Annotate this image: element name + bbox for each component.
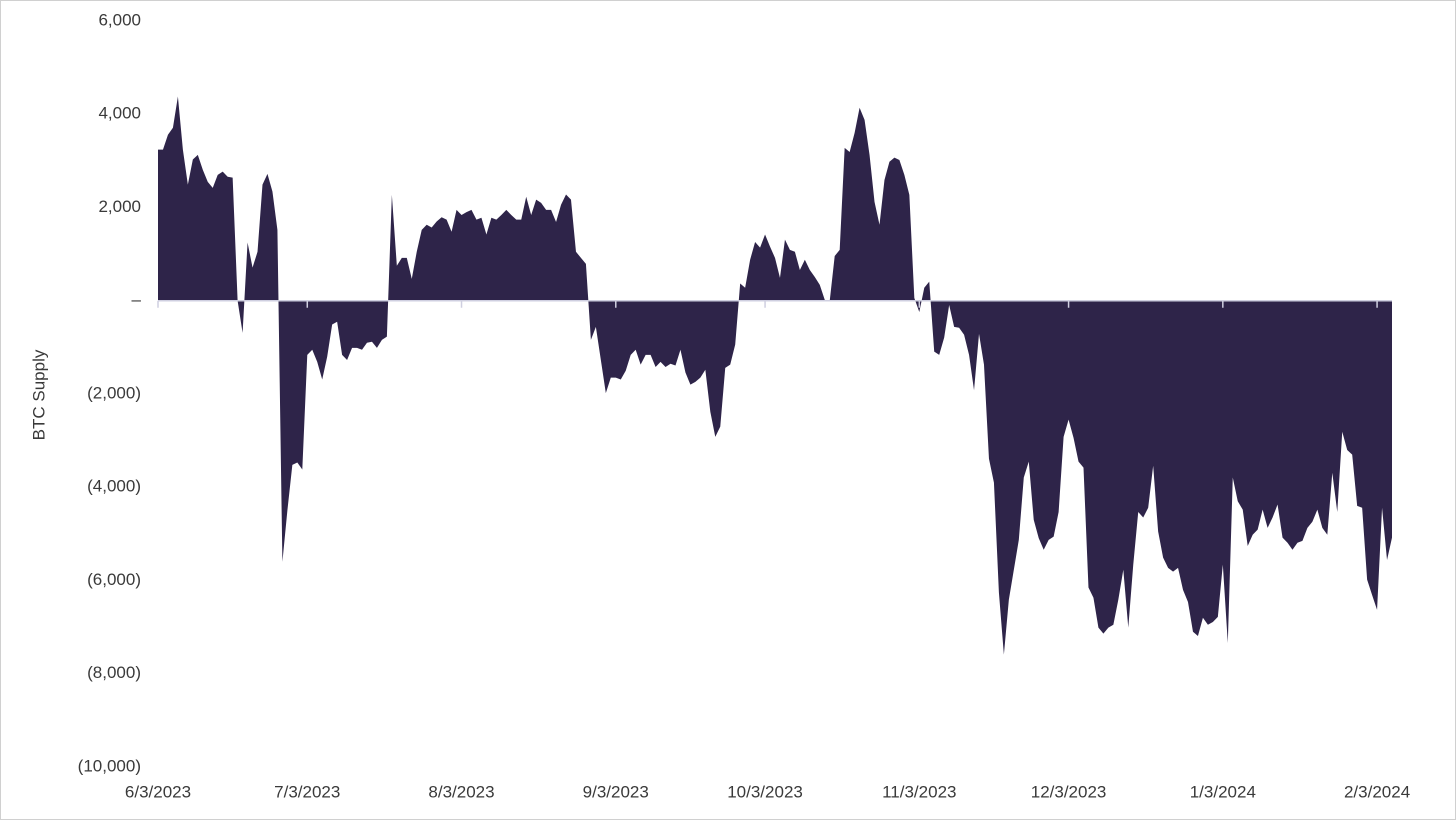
y-tick-label: – <box>132 290 142 309</box>
y-tick-label: 6,000 <box>98 10 141 29</box>
y-tick-label: (2,000) <box>87 383 141 402</box>
x-tick-label: 2/3/2024 <box>1344 782 1410 801</box>
x-tick-label: 8/3/2023 <box>428 782 494 801</box>
y-axis-label: BTC Supply <box>29 349 48 440</box>
y-tick-label: 4,000 <box>98 104 141 123</box>
x-tick-label: 10/3/2023 <box>727 782 803 801</box>
x-tick-label: 11/3/2023 <box>882 782 956 801</box>
x-tick-label: 12/3/2023 <box>1031 782 1107 801</box>
x-tick-label: 1/3/2024 <box>1190 782 1256 801</box>
x-tick-label: 6/3/2023 <box>125 782 191 801</box>
x-tick-label: 9/3/2023 <box>583 782 649 801</box>
y-tick-label: (4,000) <box>87 477 141 496</box>
area <box>158 96 1392 655</box>
y-tick-label: (8,000) <box>87 663 141 682</box>
y-tick-label: (6,000) <box>87 570 141 589</box>
y-tick-label: 2,000 <box>98 197 141 216</box>
x-tick-label: 7/3/2023 <box>274 782 340 801</box>
y-tick-label: (10,000) <box>78 756 141 775</box>
